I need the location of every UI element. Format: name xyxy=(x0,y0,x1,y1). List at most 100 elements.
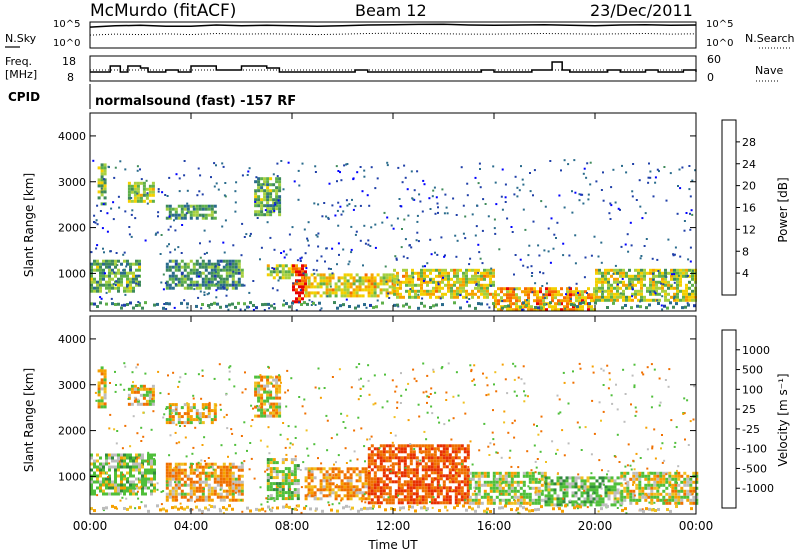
power-speck xyxy=(671,273,673,276)
velocity-cell xyxy=(397,456,401,460)
velocity-cell xyxy=(334,491,338,495)
velocity-cell xyxy=(492,498,496,502)
power-cell xyxy=(278,276,282,280)
velocity-speck xyxy=(175,408,178,411)
velocity-cell xyxy=(373,483,377,487)
power-cell xyxy=(367,291,371,295)
velocity-cell xyxy=(598,482,602,486)
velocity-speck xyxy=(393,416,396,419)
velocity-cell xyxy=(592,482,596,486)
power-cell xyxy=(601,271,604,275)
velocity-cell xyxy=(174,483,178,487)
velocity-speck xyxy=(368,470,370,472)
y-tick-label: 4000 xyxy=(58,130,86,143)
power-speck xyxy=(297,169,300,172)
velocity-cell xyxy=(379,462,383,466)
velocity-cell xyxy=(117,462,120,466)
velocity-cell xyxy=(361,497,365,501)
power-cell xyxy=(483,268,486,272)
power-cell xyxy=(405,268,408,272)
power-cell xyxy=(151,193,155,197)
power-cell xyxy=(284,276,288,280)
power-cell xyxy=(646,271,649,275)
power-cell xyxy=(99,277,102,281)
power-cell xyxy=(667,298,670,302)
power-cell xyxy=(670,295,673,299)
power-speck xyxy=(277,279,280,282)
velocity-cell xyxy=(448,486,452,490)
velocity-cell xyxy=(97,393,101,397)
power-cell xyxy=(165,280,169,284)
velocity-cell xyxy=(293,476,297,480)
power-cell xyxy=(581,293,584,297)
power-cell xyxy=(465,289,468,293)
velocity-cell xyxy=(117,483,120,487)
power-cell xyxy=(364,273,368,277)
power-cell xyxy=(304,285,308,289)
velocity-cell xyxy=(471,477,475,481)
power-cell xyxy=(477,286,480,290)
power-speck xyxy=(114,166,117,169)
power-speck xyxy=(694,169,697,172)
power-cell xyxy=(174,265,178,269)
power-cell xyxy=(506,299,509,303)
velocity-cell xyxy=(445,495,449,499)
power-cell xyxy=(275,198,279,202)
velocity-cell xyxy=(379,450,383,454)
velocity-cell xyxy=(397,444,401,448)
power-cell xyxy=(257,198,261,202)
velocity-cell xyxy=(454,450,458,454)
power-cell xyxy=(319,282,323,286)
velocity-cell xyxy=(635,501,639,505)
velocity-cell xyxy=(343,482,347,486)
velocity-cell xyxy=(436,501,440,505)
power-cell xyxy=(132,271,135,275)
power-cell xyxy=(307,285,311,289)
power-speck xyxy=(625,171,628,174)
velocity-cell xyxy=(195,489,199,493)
power-speck xyxy=(398,198,401,200)
velocity-cell xyxy=(460,495,464,499)
velocity-cell xyxy=(385,474,389,478)
velocity-cell xyxy=(213,477,217,481)
power-cell xyxy=(103,196,107,200)
velocity-cell xyxy=(376,450,380,454)
power-cell xyxy=(652,292,655,296)
velocity-speck xyxy=(559,411,562,414)
power-cell xyxy=(358,282,362,286)
velocity-cell xyxy=(495,480,499,484)
velocity-cell xyxy=(105,456,108,460)
velocity-cell xyxy=(466,456,470,460)
power-ground-cell xyxy=(357,304,360,308)
power-cell xyxy=(129,280,132,284)
power-cell xyxy=(284,270,288,274)
velocity-cell xyxy=(168,465,172,469)
power-cell xyxy=(637,292,640,296)
power-speck xyxy=(135,282,138,285)
power-cell xyxy=(254,213,258,217)
power-cell xyxy=(316,282,320,286)
power-cell xyxy=(676,298,679,302)
power-speck xyxy=(654,181,657,184)
power-cell xyxy=(352,288,356,292)
velocity-cell xyxy=(510,483,514,487)
power-speck xyxy=(542,272,545,275)
power-speck xyxy=(365,306,368,309)
velocity-speck xyxy=(509,449,512,452)
velocity-cell xyxy=(346,482,350,486)
velocity-cell xyxy=(689,483,693,487)
power-cell xyxy=(468,277,471,281)
power-cell xyxy=(616,298,619,302)
power-cell xyxy=(192,262,196,266)
power-cell xyxy=(489,274,492,278)
power-cell xyxy=(459,277,462,281)
power-cell xyxy=(130,199,134,203)
power-cell xyxy=(316,291,320,295)
velocity-speck xyxy=(360,377,362,380)
power-speck xyxy=(590,254,593,257)
velocity-speck xyxy=(389,432,392,434)
power-cell xyxy=(168,265,172,269)
velocity-cell xyxy=(638,492,642,496)
power-speck xyxy=(273,202,276,204)
power-speck xyxy=(102,178,105,181)
